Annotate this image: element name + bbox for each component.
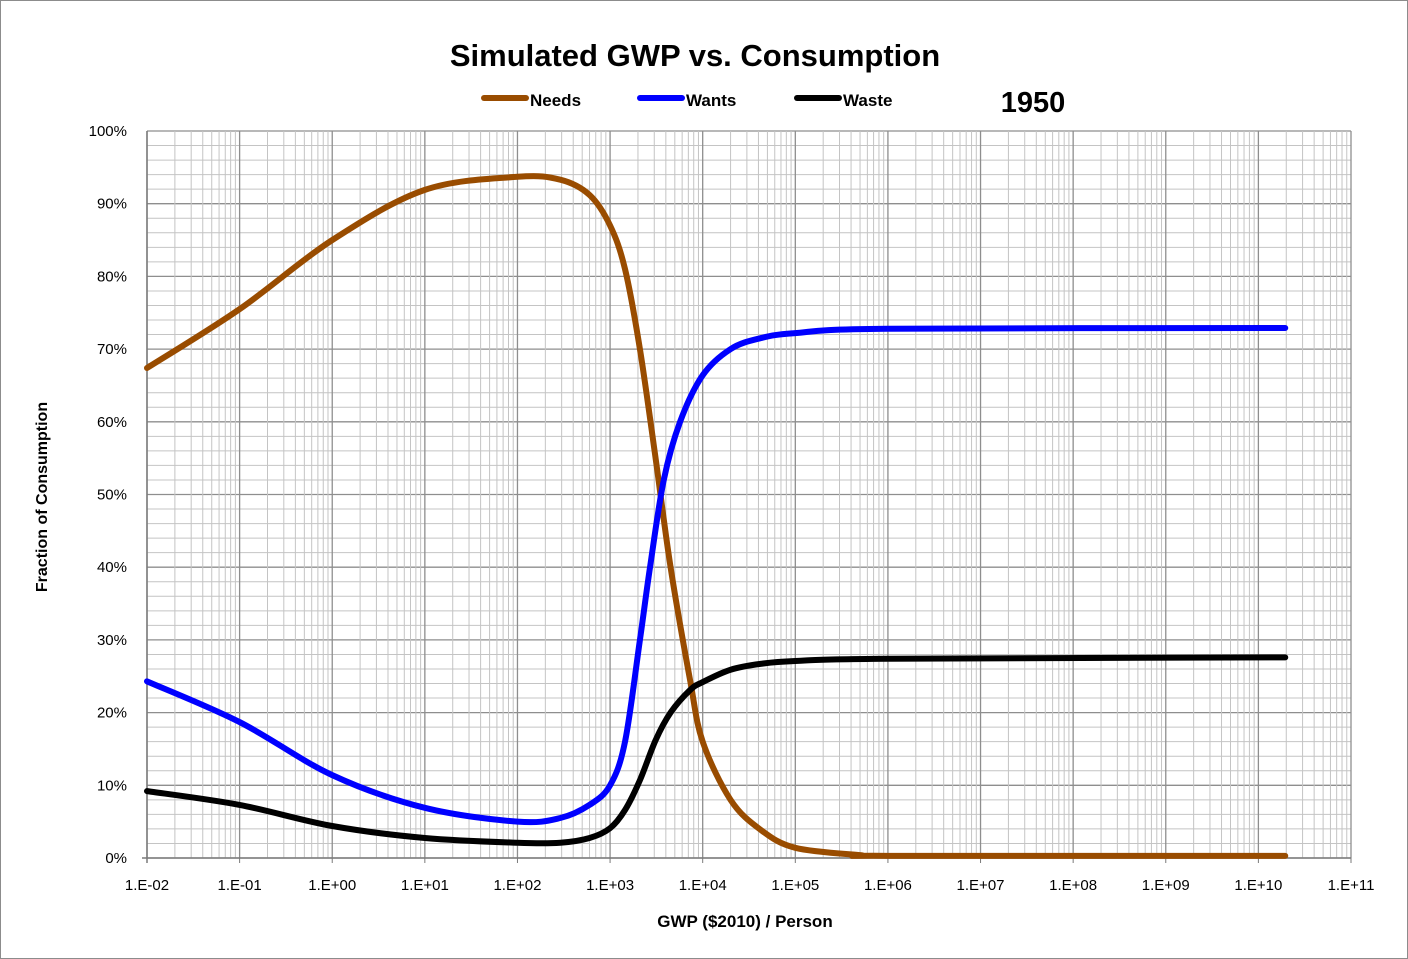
y-axis-label: Fraction of Consumption bbox=[34, 402, 51, 592]
x-tick-label: 1.E+04 bbox=[679, 877, 727, 894]
y-tick-label: 80% bbox=[97, 268, 127, 285]
legend-label-wants: Wants bbox=[686, 91, 736, 110]
y-tick-label: 90% bbox=[97, 196, 127, 213]
x-tick-label: 1.E+03 bbox=[586, 877, 634, 894]
x-tick-label: 1.E+05 bbox=[771, 877, 819, 894]
series-line-waste bbox=[144, 654, 1289, 847]
y-tick-label: 20% bbox=[97, 705, 127, 722]
legend-label-needs: Needs bbox=[530, 91, 581, 110]
x-tick-label: 1.E+11 bbox=[1328, 877, 1375, 894]
x-tick-label: 1.E+00 bbox=[308, 877, 356, 894]
tick-labels: 0% 10% 20% 30% 40% 50% 60% 70% 80% 90% 100% 1.E-02 1… bbox=[89, 123, 1375, 894]
x-tick-label: 1.E+07 bbox=[957, 877, 1005, 894]
y-tick-label: 0% bbox=[105, 850, 127, 867]
x-tick-label: 1.E+10 bbox=[1234, 877, 1282, 894]
x-tick-label: 1.E+09 bbox=[1142, 877, 1190, 894]
x-axis-label: GWP ($2010) / Person bbox=[657, 912, 832, 931]
y-tick-label: 50% bbox=[97, 487, 127, 504]
x-tick-label: 1.E+06 bbox=[864, 877, 912, 894]
x-tick-label: 1.E-02 bbox=[125, 877, 169, 894]
y-tick-label: 10% bbox=[97, 777, 127, 794]
x-tick-label: 1.E+01 bbox=[401, 877, 449, 894]
x-tick-label: 1.E+02 bbox=[493, 877, 541, 894]
series-line-needs bbox=[144, 173, 1289, 859]
legend-label-waste: Waste bbox=[843, 91, 892, 110]
legend: Needs Wants Waste bbox=[481, 91, 892, 110]
y-tick-label: 40% bbox=[97, 559, 127, 576]
y-tick-label: 70% bbox=[97, 341, 127, 358]
y-tick-label: 100% bbox=[89, 123, 127, 140]
series-lines bbox=[144, 173, 1289, 859]
y-tick-label: 60% bbox=[97, 414, 127, 431]
series-line-wants bbox=[144, 325, 1289, 826]
x-tick-label: 1.E-01 bbox=[218, 877, 262, 894]
x-tick-label: 1.E+08 bbox=[1049, 877, 1097, 894]
y-tick-label: 30% bbox=[97, 632, 127, 649]
chart-title: Simulated GWP vs. Consumption bbox=[450, 38, 940, 73]
grid bbox=[142, 130, 1352, 863]
year-annotation: 1950 bbox=[1001, 87, 1066, 119]
